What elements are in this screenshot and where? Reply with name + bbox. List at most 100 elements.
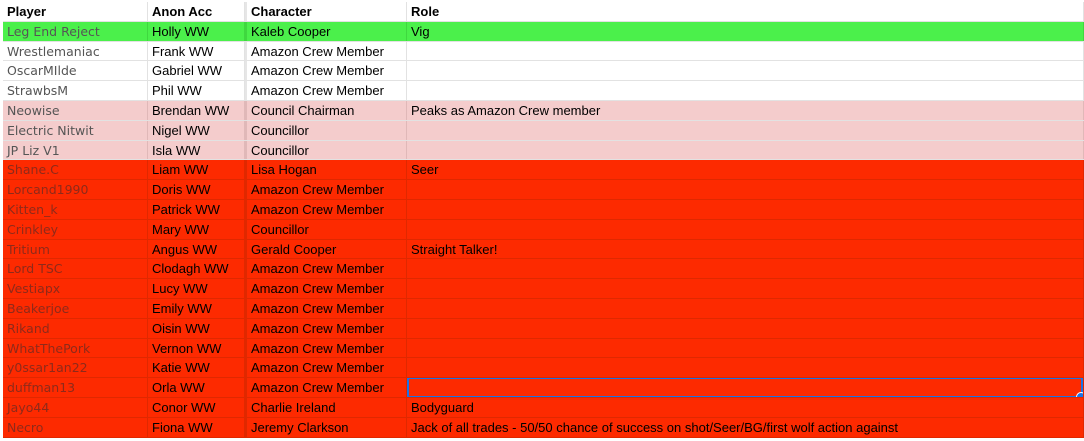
role-cell[interactable] bbox=[407, 279, 1084, 298]
anon-acc-cell[interactable]: Katie WW bbox=[148, 358, 245, 378]
anon-acc-cell[interactable]: Clodagh WW bbox=[148, 259, 245, 279]
table-row: Vestiapx Lucy WW Amazon Crew Member bbox=[3, 279, 1084, 299]
anon-acc-cell[interactable]: Isla WW bbox=[148, 140, 245, 160]
character-cell[interactable]: Amazon Crew Member bbox=[245, 41, 407, 61]
role-cell[interactable] bbox=[407, 338, 1084, 358]
role-cell[interactable] bbox=[407, 199, 1084, 219]
player-cell[interactable]: Lorcand1990 bbox=[3, 180, 148, 199]
player-cell[interactable]: Necro bbox=[3, 417, 148, 437]
character-cell[interactable]: Amazon Crew Member bbox=[245, 378, 407, 397]
anon-acc-cell[interactable]: Liam WW bbox=[148, 160, 245, 180]
player-cell[interactable]: Jayo44 bbox=[3, 397, 148, 417]
header-anon-acc[interactable]: Anon Acc bbox=[148, 2, 245, 21]
role-cell[interactable]: Straight Talker! bbox=[407, 239, 1084, 259]
player-cell[interactable]: Wrestlemaniac bbox=[3, 41, 148, 61]
fill-handle[interactable] bbox=[1076, 391, 1083, 397]
player-cell[interactable]: Kitten_k bbox=[3, 199, 148, 219]
character-cell[interactable]: Amazon Crew Member bbox=[245, 61, 407, 81]
player-cell[interactable]: Vestiapx bbox=[3, 279, 148, 298]
anon-acc-cell[interactable]: Nigel WW bbox=[148, 120, 245, 140]
role-cell[interactable]: Bodyguard bbox=[407, 397, 1084, 417]
player-cell[interactable]: OscarMIlde bbox=[3, 61, 148, 81]
table-row: duffman13 Orla WW Amazon Crew Member bbox=[3, 378, 1084, 398]
anon-acc-cell[interactable]: Vernon WW bbox=[148, 338, 245, 358]
anon-acc-cell[interactable]: Oisin WW bbox=[148, 318, 245, 338]
role-cell[interactable] bbox=[407, 120, 1084, 140]
character-cell[interactable]: Amazon Crew Member bbox=[245, 81, 407, 100]
role-cell[interactable] bbox=[407, 259, 1084, 279]
character-cell[interactable]: Amazon Crew Member bbox=[245, 259, 407, 279]
table-row: Rikand Oisin WW Amazon Crew Member bbox=[3, 318, 1084, 339]
role-cell[interactable] bbox=[407, 61, 1084, 81]
player-cell[interactable]: Lord TSC bbox=[3, 259, 148, 279]
player-cell[interactable]: Rikand bbox=[3, 318, 148, 338]
header-player[interactable]: Player bbox=[3, 2, 148, 21]
table-row: Crinkley Mary WW Councillor bbox=[3, 219, 1084, 240]
header-character[interactable]: Character bbox=[245, 2, 407, 21]
role-cell[interactable] bbox=[407, 140, 1084, 160]
table-row: Kitten_k Patrick WW Amazon Crew Member bbox=[3, 199, 1084, 220]
player-cell[interactable]: Neowise bbox=[3, 100, 148, 120]
character-cell[interactable]: Amazon Crew Member bbox=[245, 199, 407, 219]
role-cell[interactable] bbox=[407, 358, 1084, 378]
role-cell[interactable]: Jack of all trades - 50/50 chance of suc… bbox=[407, 417, 1084, 437]
character-cell[interactable]: Lisa Hogan bbox=[245, 160, 407, 180]
player-cell[interactable]: y0ssar1an22 bbox=[3, 358, 148, 378]
role-cell[interactable]: Seer bbox=[407, 160, 1084, 180]
player-cell[interactable]: duffman13 bbox=[3, 378, 148, 397]
anon-acc-cell[interactable]: Holly WW bbox=[148, 21, 245, 41]
player-cell[interactable]: WhatThePork bbox=[3, 338, 148, 358]
character-cell[interactable]: Amazon Crew Member bbox=[245, 298, 407, 318]
player-cell[interactable]: StrawbsM bbox=[3, 81, 148, 100]
anon-acc-cell[interactable]: Patrick WW bbox=[148, 199, 245, 219]
character-cell[interactable]: Gerald Cooper bbox=[245, 239, 407, 259]
character-cell[interactable]: Amazon Crew Member bbox=[245, 338, 407, 358]
anon-acc-cell[interactable]: Phil WW bbox=[148, 81, 245, 100]
character-cell[interactable]: Councillor bbox=[245, 140, 407, 160]
anon-acc-cell[interactable]: Fiona WW bbox=[148, 417, 245, 437]
player-cell[interactable]: Tritium bbox=[3, 239, 148, 259]
table-row: Leg End Reject Holly WW Kaleb Cooper Vig bbox=[3, 21, 1084, 42]
anon-acc-cell[interactable]: Doris WW bbox=[148, 180, 245, 199]
anon-acc-cell[interactable]: Mary WW bbox=[148, 219, 245, 239]
role-cell[interactable] bbox=[407, 298, 1084, 318]
role-cell[interactable] bbox=[407, 219, 1084, 239]
role-cell[interactable] bbox=[407, 378, 1084, 397]
role-cell[interactable]: Vig bbox=[407, 21, 1084, 41]
character-cell[interactable]: Kaleb Cooper bbox=[245, 21, 407, 41]
role-cell[interactable] bbox=[407, 41, 1084, 61]
anon-acc-cell[interactable]: Gabriel WW bbox=[148, 61, 245, 81]
anon-acc-cell[interactable]: Lucy WW bbox=[148, 279, 245, 298]
character-cell[interactable]: Councillor bbox=[245, 120, 407, 140]
player-cell[interactable]: JP Liz V1 bbox=[3, 140, 148, 160]
character-cell[interactable]: Council Chairman bbox=[245, 100, 407, 120]
anon-acc-cell[interactable]: Orla WW bbox=[148, 378, 245, 397]
character-cell[interactable]: Jeremy Clarkson bbox=[245, 417, 407, 437]
player-cell[interactable]: Shane.C bbox=[3, 160, 148, 180]
anon-acc-cell[interactable]: Emily WW bbox=[148, 298, 245, 318]
role-cell[interactable] bbox=[407, 318, 1084, 338]
header-role[interactable]: Role bbox=[407, 2, 1084, 21]
table-row: Shane.C Liam WW Lisa Hogan Seer bbox=[3, 160, 1084, 181]
character-cell[interactable]: Councillor bbox=[245, 219, 407, 239]
character-cell[interactable]: Charlie Ireland bbox=[245, 397, 407, 417]
anon-acc-cell[interactable]: Brendan WW bbox=[148, 100, 245, 120]
character-cell[interactable]: Amazon Crew Member bbox=[245, 279, 407, 298]
character-cell[interactable]: Amazon Crew Member bbox=[245, 318, 407, 338]
anon-acc-cell[interactable]: Angus WW bbox=[148, 239, 245, 259]
player-cell[interactable]: Electric Nitwit bbox=[3, 120, 148, 140]
role-cell[interactable]: Peaks as Amazon Crew member bbox=[407, 100, 1084, 120]
player-cell[interactable]: Crinkley bbox=[3, 219, 148, 239]
table-row: Beakerjoe Emily WW Amazon Crew Member bbox=[3, 298, 1084, 319]
anon-acc-cell[interactable]: Frank WW bbox=[148, 41, 245, 61]
role-cell[interactable] bbox=[407, 81, 1084, 100]
role-cell[interactable] bbox=[407, 180, 1084, 199]
character-cell[interactable]: Amazon Crew Member bbox=[245, 358, 407, 378]
table-row: Jayo44 Conor WW Charlie Ireland Bodyguard bbox=[3, 397, 1084, 418]
table-row: Electric Nitwit Nigel WW Councillor bbox=[3, 120, 1084, 141]
character-cell[interactable]: Amazon Crew Member bbox=[245, 180, 407, 199]
anon-acc-cell[interactable]: Conor WW bbox=[148, 397, 245, 417]
table-row: Lorcand1990 Doris WW Amazon Crew Member bbox=[3, 180, 1084, 200]
player-cell[interactable]: Leg End Reject bbox=[3, 21, 148, 41]
player-cell[interactable]: Beakerjoe bbox=[3, 298, 148, 318]
